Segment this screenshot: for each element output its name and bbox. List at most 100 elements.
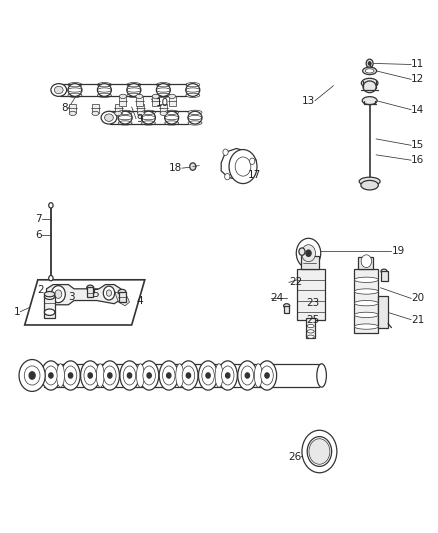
Circle shape (49, 203, 53, 208)
Ellipse shape (141, 111, 155, 124)
Circle shape (306, 250, 311, 256)
Bar (160, 104, 167, 114)
Ellipse shape (118, 289, 126, 295)
Text: 8: 8 (62, 103, 68, 113)
Ellipse shape (96, 364, 104, 387)
Circle shape (250, 158, 255, 165)
Ellipse shape (118, 111, 132, 124)
Ellipse shape (44, 292, 55, 297)
Text: 12: 12 (411, 75, 424, 84)
Ellipse shape (127, 84, 141, 96)
Circle shape (51, 286, 65, 303)
Ellipse shape (218, 361, 237, 390)
Bar (138, 104, 145, 114)
Text: 11: 11 (411, 60, 424, 69)
Ellipse shape (261, 366, 273, 385)
Text: 21: 21 (411, 314, 424, 325)
Bar (92, 104, 99, 114)
Bar (358, 257, 373, 269)
Circle shape (309, 439, 330, 464)
Ellipse shape (87, 285, 94, 290)
Text: 2: 2 (38, 286, 44, 295)
Ellipse shape (97, 84, 111, 96)
Ellipse shape (68, 84, 82, 96)
Ellipse shape (354, 277, 378, 282)
Circle shape (307, 437, 332, 466)
Ellipse shape (140, 361, 159, 390)
Ellipse shape (307, 325, 314, 328)
Ellipse shape (362, 96, 377, 104)
Circle shape (299, 248, 305, 255)
Bar (44, 296, 55, 318)
Circle shape (190, 163, 196, 170)
Text: 14: 14 (411, 104, 424, 115)
Ellipse shape (120, 361, 139, 390)
Bar (284, 306, 289, 313)
Bar (119, 292, 126, 302)
Text: 10: 10 (155, 98, 169, 108)
Circle shape (223, 149, 228, 156)
Circle shape (361, 255, 371, 268)
Circle shape (108, 373, 112, 378)
Ellipse shape (179, 361, 198, 390)
Ellipse shape (101, 111, 117, 124)
Circle shape (24, 366, 40, 385)
Bar (381, 271, 388, 281)
Text: 26: 26 (288, 452, 301, 462)
Circle shape (296, 238, 321, 268)
Ellipse shape (363, 67, 377, 75)
Circle shape (301, 245, 315, 262)
Ellipse shape (115, 111, 122, 116)
Circle shape (127, 373, 132, 378)
Text: 25: 25 (306, 314, 320, 325)
Ellipse shape (44, 309, 55, 316)
Ellipse shape (354, 324, 378, 329)
Ellipse shape (84, 366, 96, 385)
Bar (69, 104, 76, 114)
Ellipse shape (165, 111, 179, 124)
Ellipse shape (222, 366, 234, 385)
Ellipse shape (138, 111, 145, 116)
Ellipse shape (359, 177, 380, 185)
Text: 16: 16 (411, 155, 424, 165)
Circle shape (68, 373, 73, 378)
Circle shape (29, 372, 35, 379)
Bar (297, 269, 325, 320)
Circle shape (225, 173, 230, 180)
Ellipse shape (284, 304, 290, 308)
Bar (306, 318, 315, 338)
Ellipse shape (365, 69, 374, 73)
Circle shape (229, 150, 257, 183)
Polygon shape (221, 149, 256, 180)
Circle shape (366, 59, 373, 68)
Bar (354, 269, 378, 333)
Ellipse shape (104, 366, 116, 385)
Ellipse shape (354, 289, 378, 294)
Circle shape (55, 290, 62, 298)
Ellipse shape (307, 330, 314, 333)
Ellipse shape (120, 94, 127, 99)
Circle shape (235, 157, 251, 176)
Ellipse shape (137, 364, 145, 387)
Bar (120, 96, 127, 106)
Circle shape (147, 373, 151, 378)
Text: 17: 17 (247, 170, 261, 180)
Ellipse shape (354, 301, 378, 306)
Ellipse shape (100, 361, 120, 390)
Ellipse shape (361, 180, 378, 190)
Text: 22: 22 (289, 278, 302, 287)
Ellipse shape (152, 94, 159, 99)
Ellipse shape (361, 78, 378, 88)
Ellipse shape (64, 366, 77, 385)
Text: 18: 18 (169, 163, 182, 173)
Ellipse shape (198, 361, 218, 390)
Ellipse shape (41, 361, 60, 390)
Ellipse shape (156, 84, 170, 96)
Circle shape (49, 276, 53, 281)
Polygon shape (46, 285, 121, 305)
Bar (152, 96, 159, 106)
Text: 3: 3 (68, 292, 75, 302)
Ellipse shape (159, 361, 178, 390)
Circle shape (19, 360, 45, 391)
Ellipse shape (182, 366, 194, 385)
